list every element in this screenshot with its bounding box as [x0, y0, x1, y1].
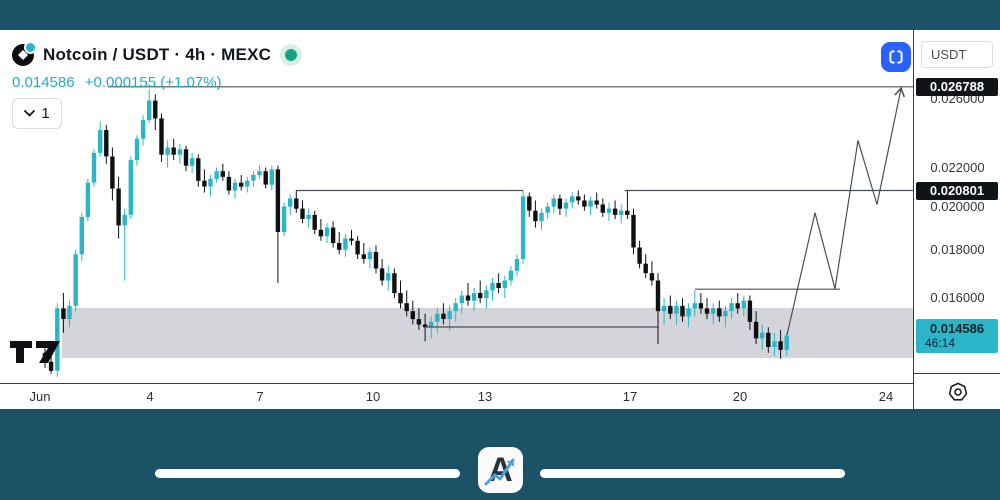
time-tick: Jun — [29, 389, 51, 404]
divider-line-right — [540, 469, 845, 478]
time-tick: 20 — [732, 389, 748, 404]
chart-settings-cell[interactable] — [913, 373, 1000, 409]
tradingview-logo — [10, 341, 60, 363]
price-tick: 0.018000 — [930, 241, 985, 257]
time-tick: 17 — [622, 389, 638, 404]
screenshot-button[interactable] — [881, 42, 911, 72]
time-axis[interactable]: Jun 4 7 10 13 17 20 24 — [0, 383, 913, 409]
candlestick-chart[interactable] — [0, 30, 913, 383]
brand-arrow-icon — [484, 458, 515, 486]
gear-icon — [948, 382, 967, 401]
chevron-down-icon — [24, 110, 36, 117]
divider-line-left — [155, 469, 460, 478]
pane-interval-value: 1 — [41, 105, 50, 122]
top-status-bar — [0, 0, 1000, 30]
price-tick: 0.016000 — [930, 290, 985, 306]
symbol-header[interactable]: Notcoin / USDT · 4h · MEXC — [12, 41, 303, 66]
brand-watermark-tile: A — [478, 447, 523, 493]
pane-interval-button[interactable]: 1 — [12, 98, 62, 129]
last-price: 0.014586 — [12, 74, 75, 91]
screenshot-brackets-icon — [889, 50, 903, 64]
price-level-badge: 0.026788 — [916, 77, 998, 96]
brand-letter: A — [488, 451, 513, 489]
price-tick: 0.020000 — [930, 198, 985, 214]
time-tick: 4 — [146, 389, 154, 404]
price-axis[interactable]: USDT 0.026000 0.022000 0.020000 0.018000 0.0… — [913, 30, 1000, 408]
price-level-badge: 0.020801 — [916, 181, 998, 200]
time-tick: 10 — [365, 389, 381, 404]
current-price-badge: 0.014586 46:14 — [916, 319, 998, 353]
notcoin-logo-icon — [12, 41, 37, 66]
time-tick: 13 — [477, 389, 493, 404]
price-tick: 0.022000 — [930, 159, 985, 175]
market-open-dot-icon — [285, 49, 298, 61]
time-tick: 7 — [256, 389, 264, 404]
currency-unit-button[interactable]: USDT — [921, 41, 993, 68]
price-change: +0.000155 (+1.07%) — [84, 74, 222, 91]
symbol-title: Notcoin / USDT · 4h · MEXC — [43, 45, 272, 64]
last-price-row: 0.014586 +0.000155 (+1.07%) — [12, 74, 222, 91]
market-status-ring — [280, 44, 303, 66]
time-tick: 24 — [878, 389, 894, 404]
